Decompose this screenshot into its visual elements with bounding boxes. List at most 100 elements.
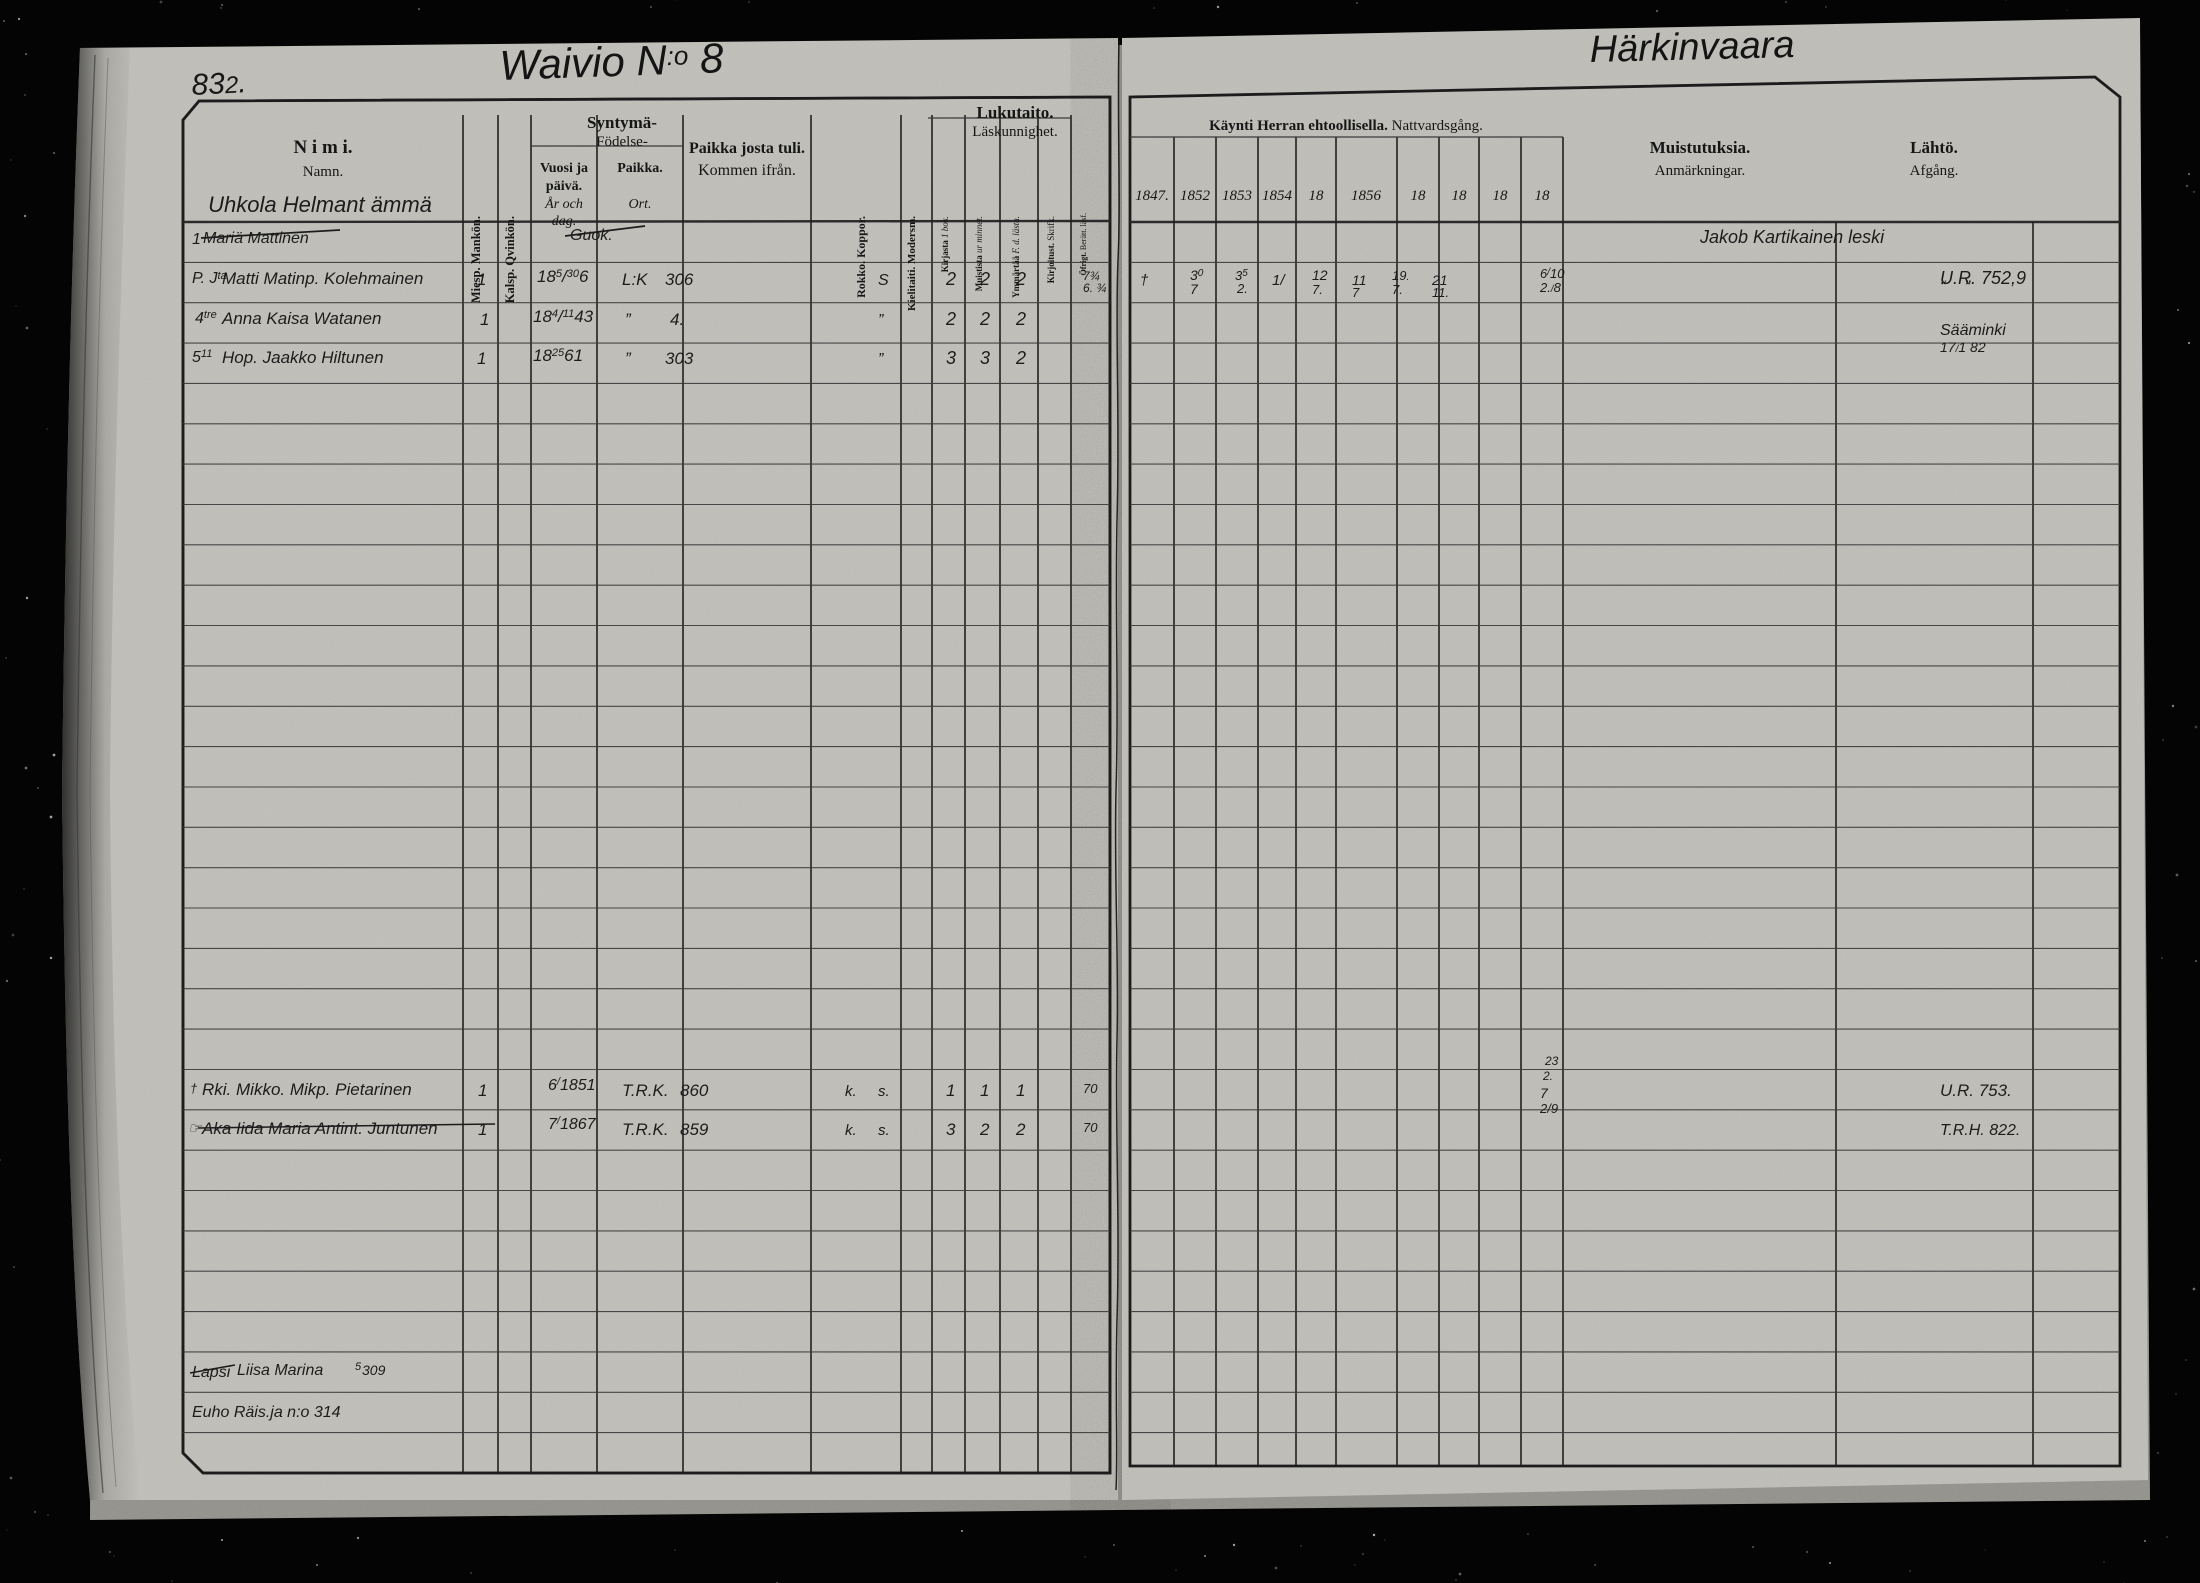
svg-text:Aka Iida Maria Antint. Juntune: Aka Iida Maria Antint. Juntunen [201, 1119, 438, 1138]
svg-text:70: 70 [1083, 1120, 1098, 1135]
svg-text:859: 859 [680, 1120, 709, 1139]
svg-text:2: 2 [979, 269, 990, 289]
svg-text:N i m i.: N i m i. [293, 137, 352, 158]
svg-text:2: 2 [1015, 1120, 1026, 1139]
svg-text:18: 18 [1493, 188, 1509, 204]
svg-text:3: 3 [946, 1120, 956, 1139]
svg-text:Härkinvaara: Härkinvaara [1589, 24, 1795, 71]
svg-text:Sääminki: Sääminki [1940, 322, 2006, 339]
svg-text:6/1851: 6/1851 [548, 1076, 596, 1094]
svg-text:Födelse-: Födelse- [596, 134, 648, 150]
svg-text:3: 3 [946, 348, 956, 368]
svg-text:7.: 7. [1392, 282, 1403, 297]
svg-text:18: 18 [1411, 188, 1427, 204]
svg-text:6/10: 6/10 [1540, 266, 1565, 281]
svg-text:1852: 1852 [1180, 188, 1211, 204]
svg-text:2: 2 [1015, 309, 1026, 329]
svg-text:11.: 11. [1432, 285, 1449, 300]
svg-text:860: 860 [680, 1081, 709, 1100]
svg-text:18: 18 [1535, 188, 1551, 204]
svg-text:2: 2 [945, 309, 956, 329]
svg-text:2.: 2. [1542, 1069, 1553, 1083]
svg-text:18: 18 [1309, 188, 1325, 204]
svg-text:1: 1 [477, 270, 486, 289]
svg-text:185/306: 185/306 [537, 267, 589, 286]
svg-text:Kommen ifrån.: Kommen ifrån. [698, 162, 796, 179]
svg-text:T.R.K.: T.R.K. [622, 1120, 669, 1139]
svg-text:3: 3 [980, 348, 990, 368]
svg-text:Hop. Jaakko Hiltunen: Hop. Jaakko Hiltunen [222, 348, 384, 367]
svg-text:”: ” [878, 312, 884, 329]
svg-text:År och: År och [544, 196, 583, 212]
svg-text:Läskunnighet.: Läskunnighet. [972, 124, 1057, 140]
svg-text:2: 2 [1015, 269, 1026, 289]
svg-text:2: 2 [979, 309, 990, 329]
svg-text:2: 2 [1015, 348, 1026, 368]
svg-text:Kielitaiti. Modersm.: Kielitaiti. Modersm. [906, 216, 918, 311]
svg-text:7.: 7. [1312, 282, 1323, 297]
svg-text:Vuosi ja: Vuosi ja [540, 161, 588, 176]
svg-text:S: S [878, 272, 889, 289]
svg-text:Waivio N:o 8: Waivio N:o 8 [499, 34, 725, 89]
svg-text:1: 1 [478, 1120, 487, 1139]
svg-text:k.: k. [845, 1083, 857, 1100]
svg-text:Syntymä-: Syntymä- [587, 113, 657, 132]
svg-text:1: 1 [477, 349, 486, 368]
svg-text:5: 5 [355, 1361, 362, 1373]
svg-text:1854: 1854 [1262, 188, 1293, 204]
svg-text:s.: s. [878, 1083, 890, 1100]
svg-text:Ort.: Ort. [629, 197, 652, 212]
svg-text:L:K: L:K [622, 270, 648, 289]
svg-text:Käynti Herran ehtoollisella. N: Käynti Herran ehtoollisella. Nattvardsgå… [1209, 118, 1483, 134]
svg-text:Anmärkningar.: Anmärkningar. [1655, 163, 1745, 179]
svg-text:1: 1 [980, 1081, 989, 1100]
svg-text:1853: 1853 [1222, 188, 1252, 204]
svg-text:2: 2 [979, 1120, 990, 1139]
svg-text:“ ”: “ ” [1940, 277, 1972, 296]
svg-text:1856: 1856 [1351, 188, 1382, 204]
svg-text:Kalsp. Qvinkön.: Kalsp. Qvinkön. [503, 216, 517, 303]
svg-text:T.R.K.: T.R.K. [622, 1081, 669, 1100]
svg-text:U.R. 753.: U.R. 753. [1940, 1081, 2012, 1100]
svg-text:Paikka.: Paikka. [617, 161, 663, 176]
svg-text:2: 2 [945, 269, 956, 289]
svg-text:7: 7 [1352, 285, 1360, 300]
svg-text:Miesp. Mankön.: Miesp. Mankön. [469, 216, 483, 303]
svg-text:1: 1 [478, 1081, 487, 1100]
svg-text:Rki. Mikko. Mikp. Pietarinen: Rki. Mikko. Mikp. Pietarinen [202, 1080, 412, 1099]
svg-text:2/9: 2/9 [1539, 1101, 1558, 1116]
svg-text:Paikka josta tuli.: Paikka josta tuli. [689, 140, 805, 157]
svg-text:1: 1 [1016, 1081, 1025, 1100]
svg-text:1/: 1/ [1272, 272, 1286, 289]
svg-text:70: 70 [1083, 1081, 1098, 1096]
svg-text:†: † [1140, 272, 1149, 289]
svg-text:17/1 82: 17/1 82 [1940, 339, 1986, 355]
svg-text:Guok.: Guok. [570, 227, 613, 244]
svg-text:306: 306 [665, 270, 694, 289]
svg-text:2./8: 2./8 [1539, 280, 1562, 295]
svg-text:309: 309 [362, 1362, 386, 1378]
svg-text:päivä.: päivä. [546, 179, 582, 194]
svg-text:Kirjoitust. Skrifk.: Kirjoitust. Skrifk. [1046, 216, 1056, 283]
svg-text:Matti Matinp. Kolehmainen: Matti Matinp. Kolehmainen [222, 269, 423, 288]
svg-text:Uhkola Helmant ämmä: Uhkola Helmant ämmä [208, 192, 432, 217]
svg-text:832.: 832. [191, 66, 248, 102]
svg-text:23: 23 [1544, 1054, 1559, 1068]
svg-text:Euho Räis.ja n:o 314: Euho Räis.ja n:o 314 [192, 1404, 341, 1421]
svg-text:†: † [190, 1081, 198, 1096]
svg-text:7: 7 [1190, 281, 1199, 297]
svg-text:Anna Kaisa Watanen: Anna Kaisa Watanen [221, 309, 381, 328]
svg-text:Öfrigt. Berätt. läsf.: Öfrigt. Berätt. läsf. [1079, 213, 1088, 275]
svg-text:1847.: 1847. [1135, 188, 1169, 204]
svg-text:1: 1 [946, 1081, 955, 1100]
svg-text:303: 303 [665, 349, 694, 368]
svg-text:6. ¾: 6. ¾ [1083, 281, 1106, 295]
svg-text:Lukutaito.: Lukutaito. [977, 103, 1054, 122]
svg-text:12: 12 [1312, 267, 1328, 283]
svg-text:2.: 2. [1236, 281, 1248, 296]
svg-text:18: 18 [1452, 188, 1468, 204]
svg-text:”: ” [878, 351, 884, 368]
svg-text:Rokko. Koppor.: Rokko. Koppor. [854, 216, 868, 298]
svg-text:s.: s. [878, 1122, 890, 1139]
svg-text:k.: k. [845, 1122, 857, 1139]
